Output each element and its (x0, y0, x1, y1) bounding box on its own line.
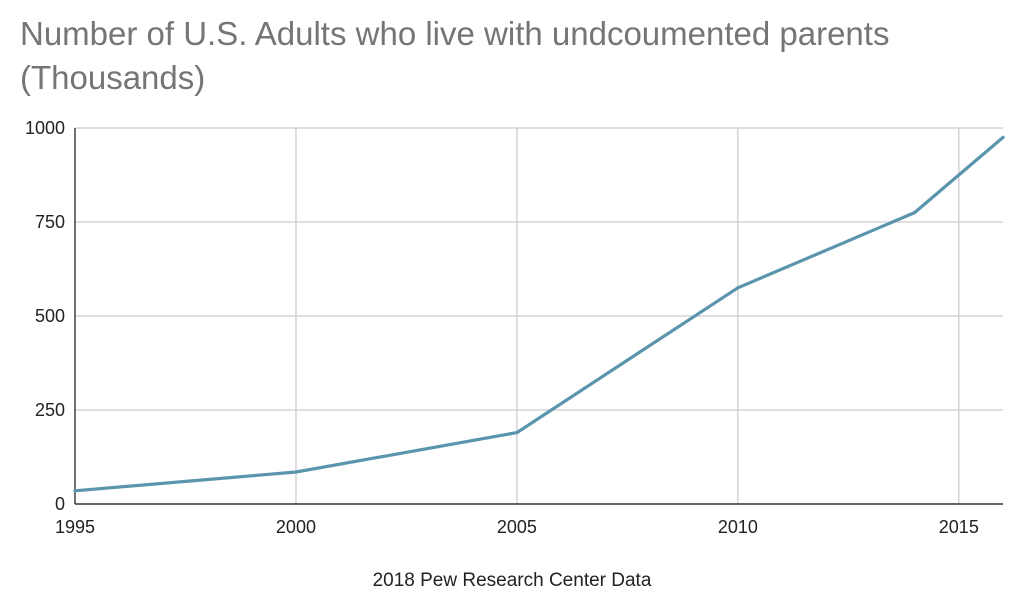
axes (74, 128, 1003, 505)
x-tick-label: 2010 (718, 517, 758, 537)
tick-labels: 0 250 500 750 1000 1995 2000 2005 2010 2015 (25, 118, 979, 537)
series-point-0 (73, 489, 77, 493)
y-tick-label: 250 (35, 400, 65, 420)
x-tick-label: 2000 (276, 517, 316, 537)
series-point-3 (736, 286, 740, 290)
series-line-0 (73, 135, 1005, 493)
series-point-5 (1001, 135, 1005, 139)
y-tick-label: 500 (35, 306, 65, 326)
grid-lines (75, 127, 1003, 504)
series-layer (73, 135, 1005, 493)
y-tick-label: 0 (55, 494, 65, 514)
x-tick-label: 1995 (55, 517, 95, 537)
series-point-4 (913, 211, 917, 215)
chart-title-line-1: Number of U.S. Adults who live with undc… (20, 15, 890, 52)
y-tick-label: 1000 (25, 118, 65, 138)
series-point-1 (294, 470, 298, 474)
chart-title-line-2: (Thousands) (20, 59, 206, 96)
chart-title: Number of U.S. Adults who live with undc… (20, 12, 1000, 100)
series-point-2 (515, 430, 519, 435)
x-axis-caption: 2018 Pew Research Center Data (372, 570, 652, 591)
x-tick-label: 2015 (939, 517, 979, 537)
y-tick-label: 750 (35, 212, 65, 232)
x-tick-label: 2005 (497, 517, 537, 537)
